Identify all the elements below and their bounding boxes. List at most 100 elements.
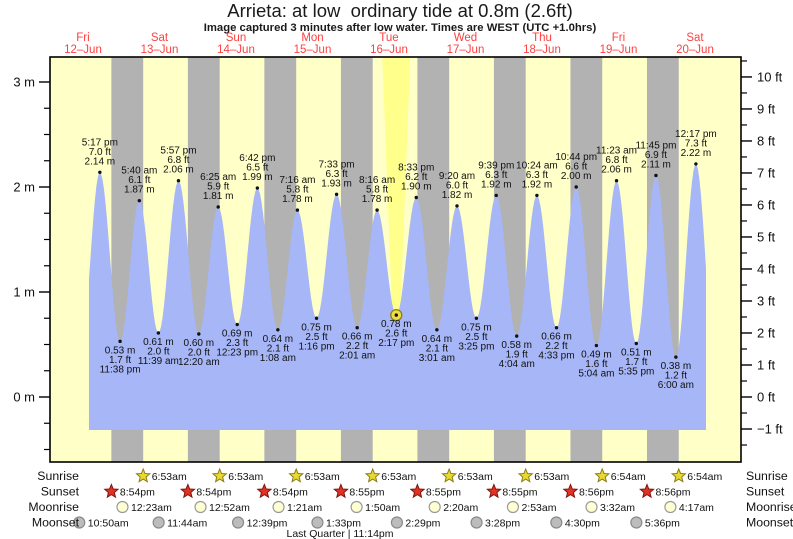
moonrise-entry: 4:17am bbox=[664, 500, 714, 514]
moonrise-time: 4:17am bbox=[679, 502, 714, 514]
sunset-time: 8:54pm bbox=[120, 486, 155, 498]
tide-time: 6:42 pm bbox=[239, 153, 275, 164]
sunrise-entry: 6:54am bbox=[670, 467, 723, 483]
tide-height-ft: 5.8 ft bbox=[286, 185, 308, 196]
tide-point-dot bbox=[634, 341, 638, 346]
tide-time: 12:17 pm bbox=[675, 129, 717, 140]
moonrise-entry: 1:21am bbox=[272, 500, 322, 514]
tide-height-m: 0.53 m bbox=[105, 345, 136, 356]
tide-height-m: 0.75 m bbox=[461, 322, 492, 333]
tide-point-dot bbox=[654, 173, 658, 178]
tide-height-ft: 2.2 ft bbox=[545, 341, 567, 352]
moonrise-time: 1:50am bbox=[365, 502, 400, 514]
high-tide-annotation: 11:45 pm6.9 ft2.11 m bbox=[635, 140, 676, 178]
sunrise-entry: 6:54am bbox=[594, 467, 646, 483]
tide-time: 8:33 pm bbox=[398, 163, 434, 174]
axis-label-ft: 9 ft bbox=[757, 101, 775, 116]
tide-time: 12:20 am bbox=[178, 357, 220, 368]
tide-height-m: 1.93 m bbox=[321, 178, 352, 189]
sunset-star-icon bbox=[639, 483, 655, 499]
sunrise-entry: 6:53am bbox=[364, 467, 416, 483]
tide-height-ft: 5.8 ft bbox=[366, 185, 388, 196]
tide-point-dot bbox=[574, 185, 578, 189]
high-tide-annotation: 7:33 pm6.3 ft1.93 m bbox=[318, 159, 355, 197]
day-date: 20–Jun bbox=[676, 44, 714, 56]
sunrise-entry: 6:53am bbox=[211, 467, 263, 483]
tide-height-ft: 2.1 ft bbox=[426, 343, 448, 354]
high-tide-annotation: 7:16 am5.8 ft1.78 m bbox=[279, 175, 315, 212]
day-name: Fri bbox=[76, 32, 89, 44]
sunset-time: 8:56pm bbox=[579, 486, 614, 498]
tide-height-ft: 2.2 ft bbox=[346, 341, 368, 352]
tide-time: 8:16 am bbox=[359, 175, 395, 186]
axis-label-ft: 10 ft bbox=[757, 69, 783, 84]
tide-height-m: 0.64 m bbox=[263, 334, 294, 345]
day-date: 17–Jun bbox=[447, 44, 485, 56]
tide-point-dot bbox=[314, 316, 319, 320]
tide-height-ft: 5.9 ft bbox=[207, 181, 229, 192]
tide-height-m: 0.66 m bbox=[342, 332, 373, 343]
tide-point-dot bbox=[276, 328, 280, 332]
tide-height-ft: 6.2 ft bbox=[405, 172, 427, 183]
tide-height-m: 2.11 m bbox=[641, 159, 671, 170]
tide-point-dot bbox=[474, 316, 479, 320]
tide-time: 2:17 pm bbox=[378, 338, 414, 349]
moonset-entry: 12:39pm bbox=[231, 516, 288, 529]
tide-height-m: 0.38 m bbox=[661, 361, 692, 372]
tide-time: 9:39 pm bbox=[478, 160, 514, 171]
day-name: Sun bbox=[226, 32, 246, 44]
sunrise-entry: 6:53am bbox=[135, 467, 187, 483]
low-tide-annotation: 0.66 m2.2 ft2:01 am bbox=[339, 326, 375, 362]
high-tide-annotation: 6:25 am5.9 ft1.81 m bbox=[200, 172, 236, 209]
sunset-star-icon bbox=[179, 483, 196, 499]
moonrise-entry: 2:53am bbox=[506, 500, 557, 514]
moon-phase-footer: Last Quarter | 11:14pm bbox=[286, 528, 393, 539]
tide-point-dot bbox=[197, 332, 201, 336]
sunset-entry: 8:54pm bbox=[103, 483, 155, 498]
axis-label-ft: 0 ft bbox=[757, 389, 775, 404]
sunrise-time: 6:53am bbox=[228, 471, 263, 483]
day-name: Sat bbox=[686, 32, 704, 44]
sunrise-time: 6:53am bbox=[305, 471, 340, 483]
tide-point-dot bbox=[394, 313, 398, 317]
moonset-time: 12:39pm bbox=[247, 517, 288, 529]
tide-time: 7:33 pm bbox=[318, 159, 354, 170]
axis-label-ft: 1 ft bbox=[757, 357, 775, 372]
tide-height-m: 1.90 m bbox=[401, 182, 432, 193]
tide-height-m: 2.06 m bbox=[601, 165, 632, 176]
sunset-star-icon bbox=[562, 483, 579, 499]
tide-point-dot bbox=[295, 208, 300, 212]
tide-height-ft: 6.5 ft bbox=[246, 163, 268, 174]
tide-height-m: 1.81 m bbox=[203, 191, 234, 202]
moonset-entry: 3:28pm bbox=[470, 516, 520, 529]
sunrise-entry: 6:53am bbox=[288, 467, 340, 483]
tide-time: 11:38 pm bbox=[100, 364, 141, 375]
axis-label-ft: 8 ft bbox=[757, 133, 775, 148]
tide-height-ft: 6.1 ft bbox=[128, 175, 150, 186]
tide-point-dot bbox=[355, 326, 359, 330]
moonset-entry: 5:36pm bbox=[630, 516, 680, 529]
sunrise-time: 6:54am bbox=[687, 471, 722, 483]
axis-label-ft: −1 ft bbox=[757, 421, 783, 436]
sunset-time: 8:54pm bbox=[273, 486, 308, 498]
tide-height-ft: 2.5 ft bbox=[465, 332, 487, 343]
moonset-icon bbox=[73, 516, 86, 529]
high-tide-annotation: 9:20 am6.0 ft1.82 m bbox=[439, 171, 475, 208]
tide-point-dot bbox=[694, 162, 698, 166]
high-tide-annotation: 5:57 pm6.8 ft2.06 m bbox=[160, 146, 197, 183]
sunrise-star-icon bbox=[441, 467, 458, 483]
tide-time: 10:24 am bbox=[516, 160, 558, 171]
tide-height-ft: 7.0 ft bbox=[89, 147, 111, 158]
tide-point-dot bbox=[137, 198, 142, 203]
tide-time: 7:16 am bbox=[279, 175, 315, 186]
moonrise-icon bbox=[664, 500, 677, 514]
almanac-rows: 6:53am 6:53am 6:53am 6:53am 6:53am 6:53am 6:54… bbox=[73, 467, 723, 529]
high-tide-annotation: 5:40 am6.1 ft1.87 m bbox=[121, 166, 157, 203]
